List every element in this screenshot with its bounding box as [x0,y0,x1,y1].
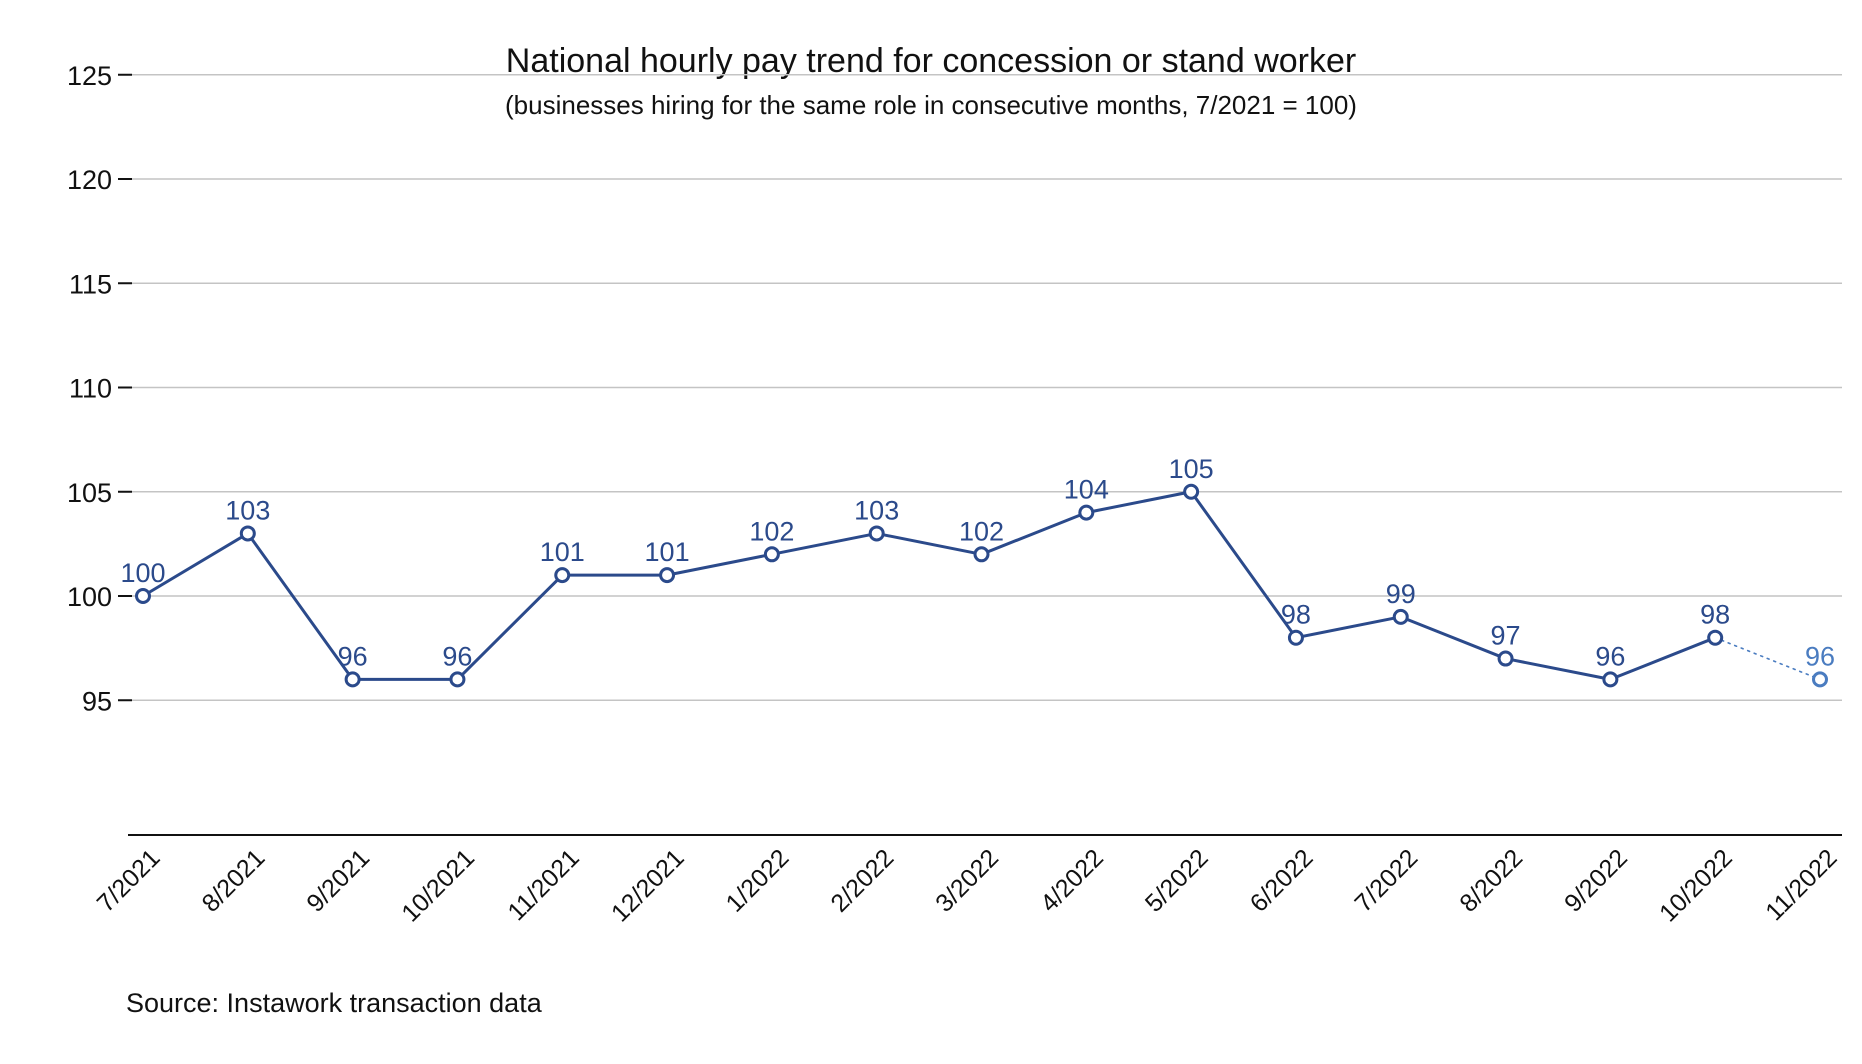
line-segment [875,531,983,556]
y-tick-label: 120 [67,165,112,195]
x-tick-label: 5/2022 [1140,844,1214,918]
data-label: 102 [959,516,1004,546]
y-tick-label: 115 [69,269,112,299]
data-point [554,567,571,584]
data-point [1392,608,1409,625]
y-tick-label: 95 [82,686,112,716]
data-point [868,525,885,542]
y-tick-label: 125 [67,61,112,91]
data-point [1287,629,1304,646]
data-point [659,567,676,584]
grid-lines [128,74,1842,701]
data-point [1497,650,1514,667]
chart-subtitle: (businesses hiring for the same role in … [505,90,1357,120]
line-segment [141,531,250,598]
data-labels: 100 103 96 96 101 101 102 103 102 104 105 98 99 97 96 9… [120,454,1835,672]
line-segment-preliminary [1714,636,1821,681]
x-tick-label: 4/2022 [1035,844,1109,918]
data-point [973,546,990,563]
chart-title: National hourly pay trend for concession… [505,42,1357,80]
line-segment [980,511,1088,556]
data-label: 96 [1595,641,1625,671]
x-tick-label: 10/2021 [396,844,480,928]
data-point [763,546,780,563]
data-label: 98 [1281,600,1311,630]
y-axis: 95 100 105 110 115 120 125 [67,61,132,716]
line-segment [770,531,879,556]
line-segment [1608,636,1717,681]
data-label: 98 [1700,600,1730,630]
y-tick-label: 100 [67,582,112,612]
line-segment [1294,615,1403,640]
data-point [239,525,256,542]
line-segment [665,552,774,577]
x-tick-label: 12/2021 [606,844,690,928]
x-tick-label: 7/2021 [92,844,166,918]
data-label: 105 [1169,454,1214,484]
data-label: 100 [120,558,165,588]
data-label: 96 [338,641,368,671]
data-label: 99 [1386,579,1416,609]
data-point [1183,483,1200,500]
x-tick-label: 11/2022 [1760,844,1842,926]
data-label: 101 [540,537,585,567]
x-axis: 7/2021 8/2021 9/2021 10/2021 11/2021 12/2021 1… [92,834,1843,928]
data-label: 96 [1805,641,1835,671]
data-label: 104 [1064,475,1109,505]
line-segment [1189,490,1298,640]
x-tick-label: 11/2021 [502,844,584,926]
series-line [141,490,1821,681]
data-point [1707,629,1724,646]
y-tick-label: 110 [69,374,112,404]
x-tick-label: 9/2021 [301,844,375,918]
x-tick-label: 2/2022 [825,844,899,918]
x-tick-label: 9/2022 [1559,844,1633,918]
line-segment [246,531,355,681]
data-label: 103 [225,495,270,525]
line-segment [1399,615,1508,661]
data-point [1078,504,1095,521]
x-tick-label: 3/2022 [930,844,1004,918]
y-tick-label: 105 [67,478,112,508]
data-point [449,671,466,688]
data-point [344,671,361,688]
x-tick-label: 7/2022 [1349,844,1423,918]
x-tick-label: 8/2022 [1454,844,1528,918]
line-segment [455,573,564,681]
line-segment [1504,657,1612,681]
x-tick-label: 10/2022 [1654,844,1738,928]
data-point [1812,671,1828,688]
x-tick-label: 8/2021 [197,844,271,918]
data-point [1602,671,1619,688]
x-tick-label: 1/2022 [721,844,795,918]
data-label: 101 [645,537,690,567]
line-segment [1084,490,1193,515]
source-note: Source: Instawork transaction data [126,988,542,1018]
data-point [135,588,151,604]
data-label: 96 [442,641,472,671]
data-label: 102 [749,516,794,546]
data-label: 97 [1491,621,1521,651]
data-points [135,483,1828,688]
data-label: 103 [854,495,899,525]
x-tick-label: 6/2022 [1245,844,1319,918]
